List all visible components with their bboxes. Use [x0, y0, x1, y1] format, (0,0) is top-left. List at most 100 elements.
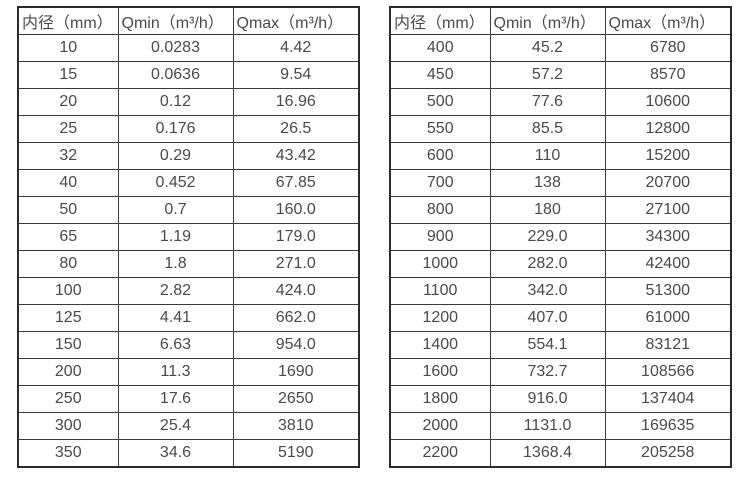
table-row: 200 11.3 1690 — [17, 358, 360, 386]
table-cell: 83121 — [604, 331, 732, 359]
table-row: 125 4.41 662.0 — [17, 304, 360, 332]
table-cell: 32 — [17, 142, 119, 170]
table-cell: 550 — [389, 115, 491, 143]
table-row: 40 0.452 67.85 — [17, 169, 360, 197]
column-header: Qmin（m³/h） — [117, 6, 234, 35]
table-cell: 900 — [389, 223, 491, 251]
table-cell: 0.0283 — [117, 34, 234, 62]
flow-spec-table-small-diameters: 内径（mm） Qmin（m³/h） Qmax（m³/h） 10 0.0283 4.42 15… — [17, 6, 360, 468]
table-cell: 1200 — [389, 304, 491, 332]
table-cell: 5190 — [232, 439, 360, 468]
table-row: 700 138 20700 — [389, 169, 732, 197]
table-cell: 40 — [17, 169, 119, 197]
table-cell: 1800 — [389, 385, 491, 413]
table-row: 80 1.8 271.0 — [17, 250, 360, 278]
table-cell: 100 — [17, 277, 119, 305]
table-cell: 50 — [17, 196, 119, 224]
table-cell: 0.29 — [117, 142, 234, 170]
table-cell: 732.7 — [489, 358, 606, 386]
table-cell: 0.7 — [117, 196, 234, 224]
table-cell: 6780 — [604, 34, 732, 62]
table-cell: 1.8 — [117, 250, 234, 278]
flow-spec-table-large-diameters: 内径（mm） Qmin（m³/h） Qmax（m³/h） 400 45.2 6780 450… — [389, 6, 732, 468]
table-cell: 34300 — [604, 223, 732, 251]
table-row: 1100 342.0 51300 — [389, 277, 732, 305]
table-cell: 0.452 — [117, 169, 234, 197]
table-cell: 77.6 — [489, 88, 606, 116]
table-row: 450 57.2 8570 — [389, 61, 732, 89]
column-header: Qmin（m³/h） — [489, 6, 606, 35]
table-cell: 2650 — [232, 385, 360, 413]
table-cell: 1100 — [389, 277, 491, 305]
table-cell: 25.4 — [117, 412, 234, 440]
table-row: 500 77.6 10600 — [389, 88, 732, 116]
table-cell: 954.0 — [232, 331, 360, 359]
table-cell: 57.2 — [489, 61, 606, 89]
column-header: 内径（mm） — [17, 6, 119, 35]
table-cell: 61000 — [604, 304, 732, 332]
table-cell: 26.5 — [232, 115, 360, 143]
table-cell: 65 — [17, 223, 119, 251]
table-cell: 1400 — [389, 331, 491, 359]
table-cell: 4.42 — [232, 34, 360, 62]
table-row: 25 0.176 26.5 — [17, 115, 360, 143]
table-cell: 500 — [389, 88, 491, 116]
table-cell: 138 — [489, 169, 606, 197]
table-cell: 424.0 — [232, 277, 360, 305]
table-cell: 1000 — [389, 250, 491, 278]
table-cell: 108566 — [604, 358, 732, 386]
table-cell: 150 — [17, 331, 119, 359]
table-cell: 1600 — [389, 358, 491, 386]
table-cell: 2.82 — [117, 277, 234, 305]
table-cell: 9.54 — [232, 61, 360, 89]
table-cell: 282.0 — [489, 250, 606, 278]
table-cell: 20 — [17, 88, 119, 116]
table-row: 1800 916.0 137404 — [389, 385, 732, 413]
table-cell: 137404 — [604, 385, 732, 413]
table-row: 15 0.0636 9.54 — [17, 61, 360, 89]
table-cell: 125 — [17, 304, 119, 332]
table-cell: 916.0 — [489, 385, 606, 413]
table-cell: 180 — [489, 196, 606, 224]
table-cell: 27100 — [604, 196, 732, 224]
table-cell: 800 — [389, 196, 491, 224]
table-cell: 51300 — [604, 277, 732, 305]
table-cell: 700 — [389, 169, 491, 197]
table-cell: 42400 — [604, 250, 732, 278]
table-cell: 400 — [389, 34, 491, 62]
table-cell: 662.0 — [232, 304, 360, 332]
table-row: 1000 282.0 42400 — [389, 250, 732, 278]
table-cell: 16.96 — [232, 88, 360, 116]
table-cell: 169635 — [604, 412, 732, 440]
table-cell: 25 — [17, 115, 119, 143]
column-header: Qmax（m³/h） — [604, 6, 732, 35]
table-row: 50 0.7 160.0 — [17, 196, 360, 224]
table-cell: 350 — [17, 439, 119, 468]
table-cell: 110 — [489, 142, 606, 170]
table-row: 65 1.19 179.0 — [17, 223, 360, 251]
table-row: 400 45.2 6780 — [389, 34, 732, 62]
table-cell: 1131.0 — [489, 412, 606, 440]
column-header: Qmax（m³/h） — [232, 6, 360, 35]
table-cell: 205258 — [604, 439, 732, 468]
header-row: 内径（mm） Qmin（m³/h） Qmax（m³/h） — [389, 6, 732, 35]
table-cell: 12800 — [604, 115, 732, 143]
table-row: 32 0.29 43.42 — [17, 142, 360, 170]
table-row: 250 17.6 2650 — [17, 385, 360, 413]
table-cell: 2000 — [389, 412, 491, 440]
table-cell: 34.6 — [117, 439, 234, 468]
table-cell: 10 — [17, 34, 119, 62]
table-row: 100 2.82 424.0 — [17, 277, 360, 305]
header-row: 内径（mm） Qmin（m³/h） Qmax（m³/h） — [17, 6, 360, 35]
table-row: 600 110 15200 — [389, 142, 732, 170]
table-cell: 20700 — [604, 169, 732, 197]
table-cell: 15 — [17, 61, 119, 89]
table-row: 550 85.5 12800 — [389, 115, 732, 143]
table-row: 150 6.63 954.0 — [17, 331, 360, 359]
table-row: 350 34.6 5190 — [17, 439, 360, 468]
table-cell: 342.0 — [489, 277, 606, 305]
table-cell: 554.1 — [489, 331, 606, 359]
table-cell: 600 — [389, 142, 491, 170]
table-row: 2000 1131.0 169635 — [389, 412, 732, 440]
table-cell: 85.5 — [489, 115, 606, 143]
